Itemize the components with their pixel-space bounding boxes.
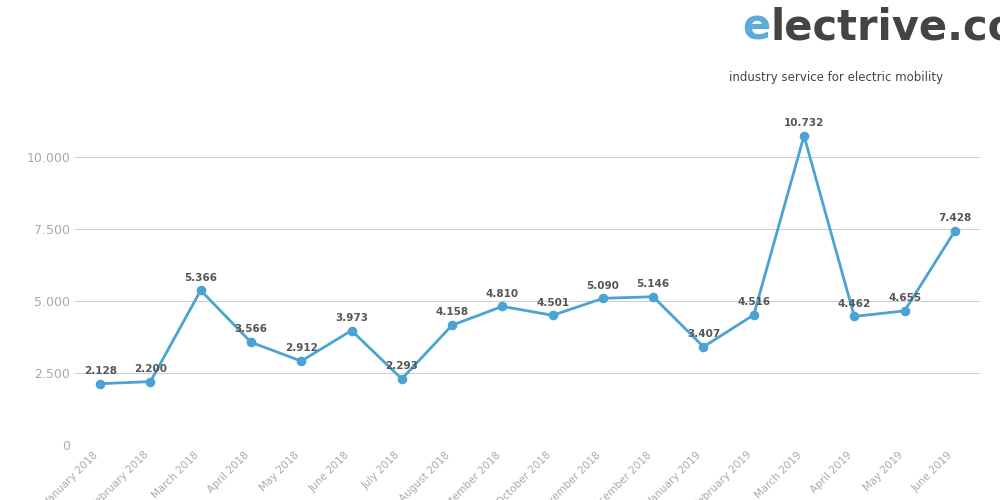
Text: 7.428: 7.428 [938, 213, 971, 223]
Point [293, 357, 309, 365]
Point [494, 302, 510, 310]
Text: 2.293: 2.293 [385, 361, 418, 371]
Text: 4.516: 4.516 [737, 297, 770, 307]
Text: 3.973: 3.973 [335, 312, 368, 322]
Text: 2.200: 2.200 [134, 364, 167, 374]
Text: 4.810: 4.810 [486, 288, 519, 298]
Point [595, 294, 611, 302]
Text: 4.462: 4.462 [838, 298, 871, 308]
Point [897, 307, 913, 315]
Text: 2.912: 2.912 [285, 344, 318, 353]
Point [444, 321, 460, 329]
Point [947, 227, 963, 235]
Text: 3.407: 3.407 [687, 329, 720, 339]
Point [796, 132, 812, 140]
Point [142, 378, 158, 386]
Point [243, 338, 259, 346]
Text: 3.566: 3.566 [234, 324, 267, 334]
Text: 10.732: 10.732 [784, 118, 824, 128]
Text: 5.146: 5.146 [637, 279, 670, 289]
Text: industry service for electric mobility: industry service for electric mobility [729, 72, 943, 85]
Point [193, 286, 209, 294]
Text: 4.655: 4.655 [888, 293, 921, 303]
Point [695, 343, 711, 351]
Point [394, 375, 410, 383]
Text: 5.366: 5.366 [184, 272, 217, 282]
Text: 4.501: 4.501 [536, 298, 569, 308]
Point [545, 312, 561, 320]
Text: 2.128: 2.128 [84, 366, 117, 376]
Text: e: e [742, 7, 770, 49]
Text: lectrive.com: lectrive.com [770, 7, 1000, 49]
Point [344, 326, 360, 334]
Text: 4.158: 4.158 [436, 308, 469, 318]
Point [846, 312, 862, 320]
Point [92, 380, 108, 388]
Text: 5.090: 5.090 [586, 280, 619, 290]
Point [746, 311, 762, 319]
Point [645, 292, 661, 300]
Text: New registrations of electric passenger cars in Norway (without PHEV & HEV): New registrations of electric passenger … [12, 32, 655, 48]
